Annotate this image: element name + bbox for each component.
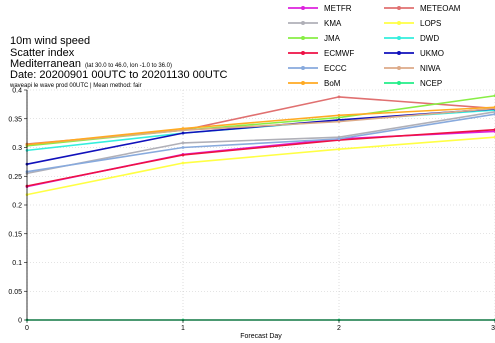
data-point-bom <box>181 127 185 130</box>
series-line-lops <box>26 136 495 196</box>
x-tick-label: 2 <box>337 325 341 332</box>
data-point-ecmwf <box>181 153 185 157</box>
legend-marker <box>397 51 401 55</box>
data-point-kma <box>181 141 185 145</box>
series-line-niwa <box>26 107 495 146</box>
y-tick-label: 0.25 <box>8 174 22 181</box>
region-name: Mediterranean <box>10 58 81 70</box>
y-tick-label: 0.1 <box>12 260 22 267</box>
method-note: waveapi le wave prod 00UTC | Mean method… <box>9 83 142 89</box>
x-axis-label: Forecast Day <box>240 333 282 340</box>
legend-item-bom: BoM <box>288 79 341 88</box>
legend-label: ECMWF <box>324 49 354 58</box>
legend-marker <box>301 21 305 25</box>
legend: METFR METEOAM KMA LOPS JMA DWD ECMWF UKMO ECCC NI… <box>288 4 461 88</box>
data-point-eccc <box>337 137 341 141</box>
chart-subtitle: Scatter index <box>10 47 75 59</box>
y-tick-label: 0.3 <box>12 145 22 152</box>
legend-label: METFR <box>324 4 352 13</box>
legend-label: UKMO <box>420 49 444 58</box>
legend-label: DWD <box>420 34 439 43</box>
data-point-lops <box>181 161 185 165</box>
series-line-bom <box>26 106 495 146</box>
legend-item-kma: KMA <box>288 19 342 28</box>
legend-label: NIWA <box>420 64 441 73</box>
legend-marker <box>301 6 305 10</box>
legend-label: LOPS <box>420 19 441 28</box>
legend-marker <box>397 81 401 85</box>
legend-item-ukmo: UKMO <box>384 49 444 58</box>
legend-item-dwd: DWD <box>384 34 439 43</box>
y-tick-label: 0.05 <box>8 289 22 296</box>
legend-item-niwa: NIWA <box>384 64 441 73</box>
legend-marker <box>397 66 401 70</box>
legend-label: ECCC <box>324 64 347 73</box>
data-point-bom <box>337 113 341 117</box>
y-tick-label: 0.2 <box>12 203 22 210</box>
data-point-meteoam <box>337 95 341 99</box>
data-point-niwa <box>337 120 341 124</box>
legend-label: KMA <box>324 19 342 28</box>
y-tick-label: 0.4 <box>12 88 22 95</box>
legend-item-ncep: NCEP <box>384 79 442 88</box>
y-tick-label: 0.15 <box>8 231 22 238</box>
legend-label: BoM <box>324 79 341 88</box>
legend-item-lops: LOPS <box>384 19 441 28</box>
chart-title: 10m wind speed <box>10 35 90 47</box>
legend-label: METEOAM <box>420 4 461 13</box>
legend-marker <box>397 6 401 10</box>
tick-labels: 0 0.05 0.1 0.15 0.2 0.25 0.3 0.35 0.4 0 1 2 3 <box>8 88 495 332</box>
legend-item-ecmwf: ECMWF <box>288 49 354 58</box>
region-bounds: (lat 30.0 to 46.0, lon -1.0 to 36.0) <box>85 63 172 69</box>
legend-item-jma: JMA <box>288 34 341 43</box>
date-range: Date: 20200901 00UTC to 20201130 00UTC <box>10 69 228 81</box>
data-point-ukmo <box>181 131 185 135</box>
legend-marker <box>301 51 305 55</box>
data-point-lops <box>337 147 341 151</box>
x-tick-label: 3 <box>491 325 495 332</box>
series-line-eccc <box>26 113 495 173</box>
region-label: Mediterranean (lat 30.0 to 46.0, lon -1.0… <box>10 58 172 70</box>
legend-item-metfr: METFR <box>288 4 352 13</box>
data-point-eccc <box>181 146 185 149</box>
series-line-kma <box>26 111 495 175</box>
x-tick-label: 1 <box>181 325 185 332</box>
series-line-dwd <box>26 109 495 152</box>
legend-item-meteoam: METEOAM <box>384 4 461 13</box>
legend-marker <box>397 36 401 40</box>
series-group <box>25 94 495 322</box>
y-tick-label: 0.35 <box>8 116 22 123</box>
legend-label: JMA <box>324 34 341 43</box>
legend-marker <box>301 66 305 70</box>
data-point-jma <box>337 116 341 119</box>
legend-marker <box>301 36 305 40</box>
series-line-ecmwf <box>26 128 495 187</box>
legend-marker <box>397 21 401 25</box>
legend-item-eccc: ECCC <box>288 64 347 73</box>
y-tick-label: 0 <box>18 318 22 325</box>
legend-marker <box>301 81 305 85</box>
header: 10m wind speed Scatter index Mediterrane… <box>9 35 228 89</box>
x-tick-label: 0 <box>25 325 29 332</box>
legend-label: NCEP <box>420 79 442 88</box>
